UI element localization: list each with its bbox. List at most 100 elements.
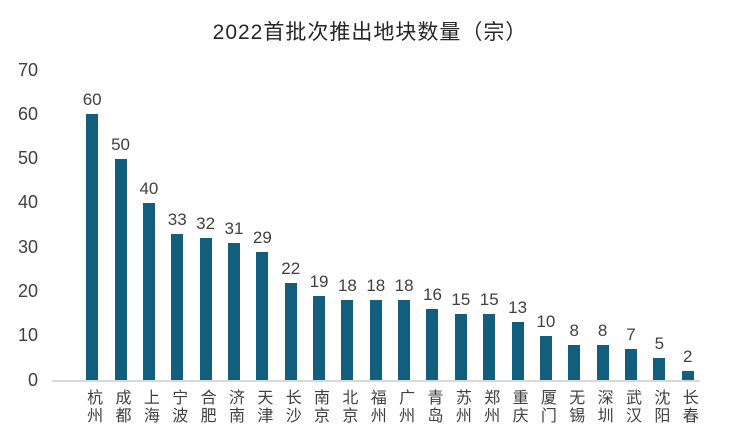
bar-value-label: 29 bbox=[252, 227, 272, 247]
chart-title: 2022首批次推出地块数量（宗） bbox=[212, 21, 528, 44]
bar-value-label: 50 bbox=[111, 134, 130, 154]
bar-column: 50 bbox=[106, 70, 134, 380]
bar-column: 16 bbox=[418, 70, 446, 380]
bar-column: 2 bbox=[674, 70, 702, 380]
bar-column: 18 bbox=[333, 70, 361, 380]
x-axis-labels: 杭州 成都 上海 宁波 合肥 济南 天津 长沙 南京 北京 福州 广州 青岛 苏州 郑州 重庆 厦门 无锡 深圳 武汉… bbox=[78, 389, 702, 425]
y-axis-tick-label: 30 bbox=[17, 236, 38, 257]
bar-column: 10 bbox=[532, 70, 560, 380]
bar[interactable] bbox=[653, 357, 666, 380]
bar-column: 18 bbox=[390, 70, 418, 380]
bar[interactable] bbox=[369, 300, 382, 380]
x-axis-label: 沈阳 bbox=[651, 389, 669, 425]
bar-value-label: 19 bbox=[309, 271, 329, 291]
bar-value-label: 8 bbox=[597, 320, 608, 340]
bar[interactable] bbox=[511, 322, 524, 380]
bar[interactable] bbox=[114, 158, 127, 380]
y-axis: 70 60 50 40 30 20 10 0 bbox=[0, 0, 38, 444]
plot-area: 60 50 40 33 32 31 29 22 19 18 18 18 16 15 15 13 10 8 8 7 5 2 bbox=[78, 70, 702, 380]
x-axis-label: 长沙 bbox=[282, 389, 300, 425]
x-axis-label: 苏州 bbox=[452, 389, 470, 425]
y-axis-tick-label: 70 bbox=[17, 59, 38, 80]
bar-value-label: 8 bbox=[569, 320, 580, 340]
bar[interactable] bbox=[313, 295, 326, 380]
y-axis-tick-label: 60 bbox=[17, 103, 38, 124]
bar[interactable] bbox=[86, 114, 99, 380]
bar-value-label: 22 bbox=[281, 258, 301, 278]
bar[interactable] bbox=[199, 238, 212, 380]
bar[interactable] bbox=[171, 233, 184, 380]
x-axis-label: 武汉 bbox=[623, 389, 640, 425]
bar[interactable] bbox=[596, 344, 609, 380]
bar-column: 19 bbox=[305, 70, 333, 380]
bar[interactable] bbox=[426, 309, 439, 380]
bar-column: 8 bbox=[560, 70, 588, 380]
bar-column: 60 bbox=[78, 70, 106, 380]
x-axis-label: 郑州 bbox=[481, 389, 499, 425]
bar-value-label: 32 bbox=[196, 214, 216, 234]
x-axis-label: 无锡 bbox=[566, 389, 584, 425]
bar-value-label: 18 bbox=[337, 276, 357, 296]
bar[interactable] bbox=[256, 251, 269, 380]
x-axis-label: 青岛 bbox=[424, 389, 442, 425]
bar-value-label: 15 bbox=[479, 289, 499, 309]
bar[interactable] bbox=[142, 202, 155, 380]
bar-value-label: 33 bbox=[167, 209, 187, 229]
bar-column: 15 bbox=[447, 70, 475, 380]
x-axis-label: 宁波 bbox=[169, 389, 187, 425]
x-axis-label: 长春 bbox=[679, 389, 697, 425]
bar[interactable] bbox=[539, 335, 552, 380]
bar-value-label: 2 bbox=[682, 347, 693, 367]
bar-value-label: 40 bbox=[139, 178, 159, 198]
bar-column: 33 bbox=[163, 70, 191, 380]
bar[interactable] bbox=[341, 300, 354, 380]
x-axis-label: 厦门 bbox=[537, 389, 555, 425]
bar[interactable] bbox=[483, 313, 496, 380]
y-axis-tick-label: 40 bbox=[17, 192, 38, 213]
x-axis-label: 济南 bbox=[225, 389, 243, 425]
bar[interactable] bbox=[681, 371, 694, 380]
x-axis-label: 成都 bbox=[112, 389, 130, 425]
bar-value-label: 60 bbox=[82, 90, 102, 110]
x-axis-label: 上海 bbox=[140, 389, 158, 425]
bar-column: 15 bbox=[475, 70, 503, 380]
bar-column: 31 bbox=[220, 70, 248, 380]
bar-value-label: 18 bbox=[366, 276, 386, 296]
x-axis-label: 重庆 bbox=[509, 389, 527, 425]
bar[interactable] bbox=[625, 349, 637, 380]
bar-value-label: 15 bbox=[451, 289, 471, 309]
bar-column: 8 bbox=[588, 70, 616, 380]
bar-value-label: 10 bbox=[536, 311, 556, 331]
x-axis-label: 合肥 bbox=[197, 389, 215, 425]
bar-value-label: 31 bbox=[224, 218, 244, 238]
bar-value-label: 5 bbox=[654, 333, 665, 353]
x-axis-line bbox=[52, 380, 700, 382]
bar-column: 29 bbox=[248, 70, 276, 380]
bar[interactable] bbox=[454, 313, 467, 380]
bar-column: 13 bbox=[503, 70, 531, 380]
y-axis-tick-label: 20 bbox=[17, 280, 38, 301]
x-axis-label: 福州 bbox=[367, 389, 385, 425]
bar-value-label: 13 bbox=[508, 298, 528, 318]
bar-value-label: 7 bbox=[626, 325, 636, 344]
y-axis-tick-label: 50 bbox=[17, 148, 38, 169]
bar[interactable] bbox=[568, 344, 581, 380]
x-axis-label: 北京 bbox=[339, 389, 357, 425]
bar-value-label: 18 bbox=[394, 276, 414, 296]
y-axis-tick-label: 0 bbox=[27, 369, 38, 390]
bar[interactable] bbox=[284, 282, 297, 380]
x-axis-label: 南京 bbox=[311, 389, 329, 425]
bar-column: 22 bbox=[277, 70, 305, 380]
x-axis-label: 杭州 bbox=[84, 389, 102, 425]
bar[interactable] bbox=[227, 242, 240, 380]
bar[interactable] bbox=[398, 300, 411, 380]
x-axis-label: 天津 bbox=[254, 389, 272, 425]
bar-column: 40 bbox=[135, 70, 163, 380]
x-axis-label: 广州 bbox=[396, 389, 414, 425]
y-axis-tick-label: 10 bbox=[17, 325, 38, 346]
bar-column: 32 bbox=[191, 70, 219, 380]
bar-column: 7 bbox=[617, 70, 645, 380]
bar-value-label: 16 bbox=[423, 285, 442, 305]
bar-column: 5 bbox=[645, 70, 673, 380]
